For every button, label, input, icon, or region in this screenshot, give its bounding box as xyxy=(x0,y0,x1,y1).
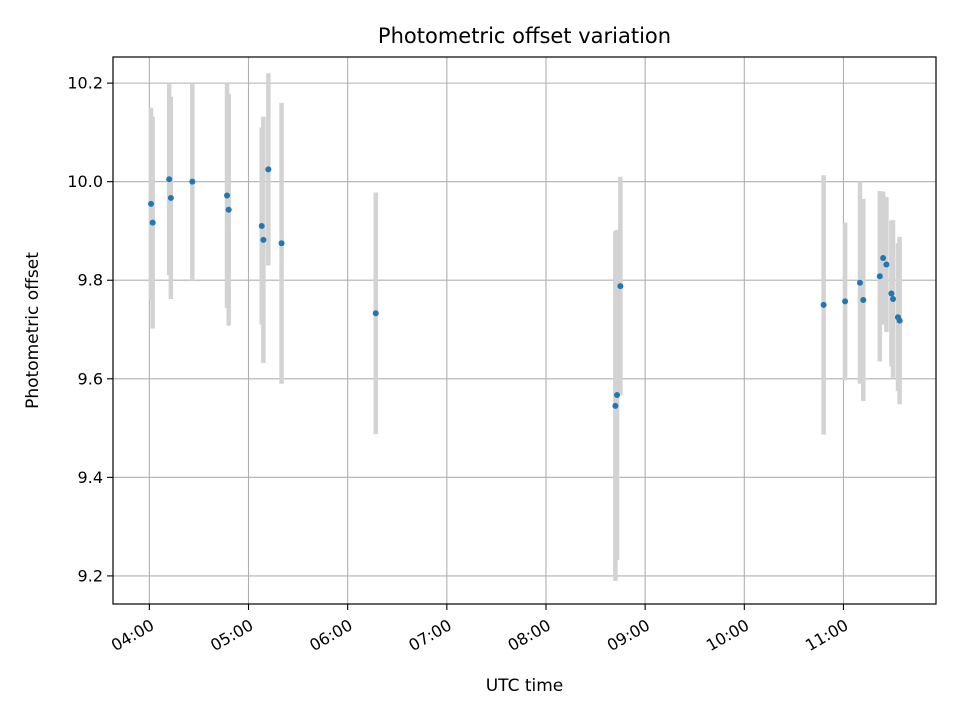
data-point xyxy=(883,261,890,268)
data-point xyxy=(189,178,196,185)
data-point xyxy=(614,392,621,399)
data-point xyxy=(896,317,903,324)
data-point xyxy=(372,310,379,317)
data-point xyxy=(820,301,827,308)
data-point xyxy=(890,295,897,302)
data-point xyxy=(265,166,272,173)
chart-title: Photometric offset variation xyxy=(378,24,671,48)
data-point xyxy=(856,279,863,286)
x-axis-title: UTC time xyxy=(486,676,564,696)
data-point xyxy=(224,192,231,199)
plot-frame xyxy=(112,56,937,605)
data-point xyxy=(880,255,887,262)
y-tick-label: 9.6 xyxy=(78,369,103,388)
y-tick-label: 10.2 xyxy=(67,74,103,93)
y-tick-label: 9.2 xyxy=(78,566,103,585)
data-point xyxy=(167,194,174,201)
y-tick-label: 10.0 xyxy=(67,172,103,191)
data-point xyxy=(842,298,849,305)
data-point xyxy=(166,176,173,183)
data-point xyxy=(258,223,265,230)
y-tick-label: 9.4 xyxy=(78,468,103,487)
data-point xyxy=(876,273,883,280)
data-point xyxy=(260,236,267,243)
data-point xyxy=(149,219,156,226)
data-point xyxy=(888,290,895,297)
data-point xyxy=(617,283,624,290)
grid-lines xyxy=(113,57,936,604)
data-point xyxy=(612,402,619,409)
data-point xyxy=(278,240,285,247)
data-point xyxy=(148,200,155,207)
y-tick-label: 9.8 xyxy=(78,271,103,290)
data-point xyxy=(225,206,232,213)
data-points xyxy=(148,166,903,409)
data-point xyxy=(860,296,867,303)
y-axis-title: Photometric offset xyxy=(23,252,43,409)
